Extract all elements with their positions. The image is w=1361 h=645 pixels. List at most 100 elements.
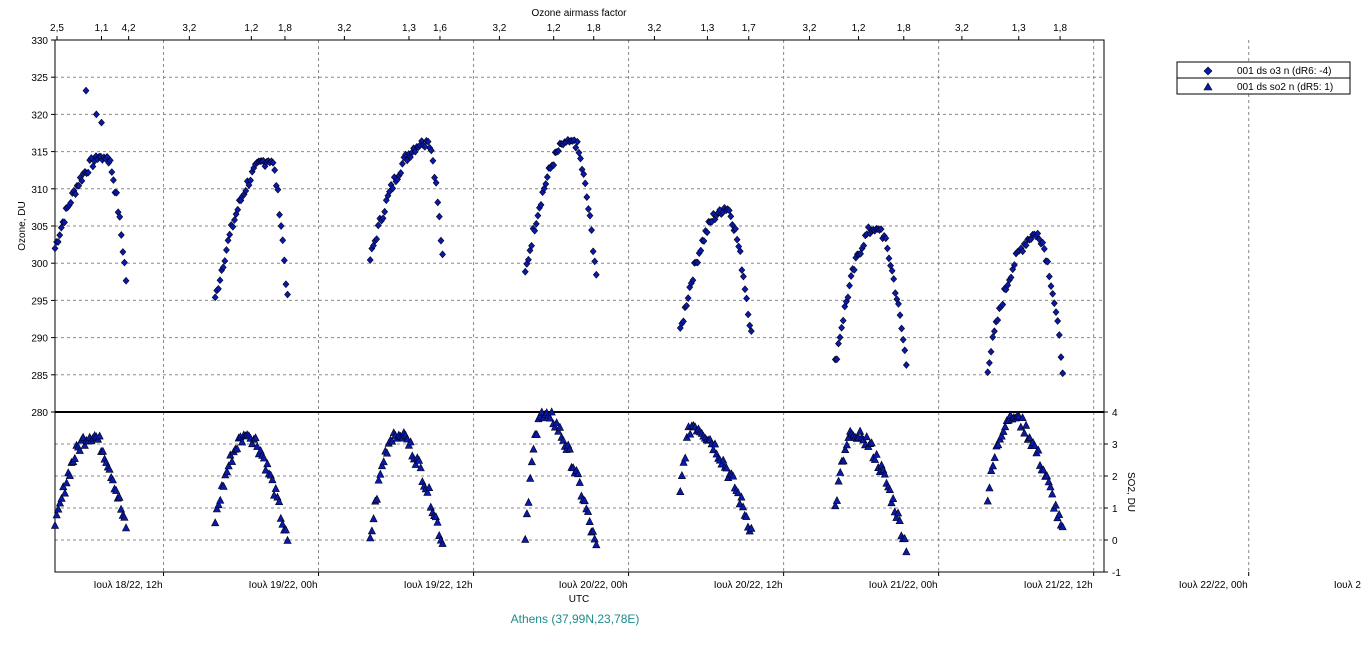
ozone-point bbox=[435, 212, 443, 221]
so2-point bbox=[121, 523, 131, 532]
so2-point bbox=[268, 475, 277, 484]
ozone-point bbox=[1034, 229, 1042, 238]
so2-axis-title: SO2, DU bbox=[1125, 472, 1136, 512]
so2-point bbox=[983, 496, 992, 505]
so2-point bbox=[855, 426, 865, 435]
ozone-point bbox=[860, 241, 868, 250]
so2-point bbox=[841, 445, 850, 454]
so2-point bbox=[585, 516, 594, 525]
so2-point bbox=[374, 475, 383, 484]
so2-point bbox=[1055, 509, 1064, 518]
ozone-point bbox=[1047, 282, 1055, 290]
ozone-point bbox=[591, 257, 599, 266]
top-tick-label: 1,2 bbox=[547, 23, 561, 34]
top-tick-label: 4,2 bbox=[122, 23, 136, 34]
so2-point bbox=[532, 429, 541, 438]
ozone-point bbox=[429, 156, 437, 165]
ozone-point bbox=[586, 211, 594, 220]
so2-point bbox=[1058, 522, 1067, 531]
so2-point bbox=[95, 431, 104, 440]
so2-point bbox=[259, 453, 269, 462]
legend-label-so2: 001 ds so2 n (dR5: 1) bbox=[1237, 82, 1333, 93]
so2-point bbox=[887, 498, 896, 507]
ozone-point bbox=[274, 185, 282, 194]
ozone-point bbox=[84, 168, 92, 177]
so2-point bbox=[997, 431, 1006, 440]
ozone-point bbox=[51, 244, 59, 253]
ozone-point bbox=[271, 166, 279, 174]
top-tick-label: 1,7 bbox=[742, 23, 756, 34]
so2-point bbox=[832, 495, 842, 504]
so2-point bbox=[253, 441, 262, 450]
ozone-point bbox=[57, 223, 65, 232]
so2-point bbox=[403, 434, 412, 443]
ozone-point bbox=[583, 193, 591, 201]
ozone-point bbox=[219, 263, 227, 272]
ozone-point bbox=[990, 327, 998, 336]
ozone-point bbox=[740, 272, 747, 281]
ozone-point bbox=[528, 241, 535, 250]
ozone-tick-label: 320 bbox=[31, 110, 48, 121]
ozone-point bbox=[67, 198, 75, 207]
so2-point bbox=[283, 535, 292, 544]
ozone-point bbox=[216, 276, 224, 285]
x-tick-label: Ιουλ 19/22, 12h bbox=[404, 580, 473, 591]
so2-point bbox=[115, 492, 124, 501]
so2-point bbox=[1048, 489, 1057, 498]
ozone-point bbox=[883, 244, 891, 253]
so2-point bbox=[75, 445, 84, 454]
ozone-tick-label: 295 bbox=[31, 296, 48, 307]
x-tick-label: Ιουλ 22/22, 00h bbox=[1179, 580, 1248, 591]
so2-point bbox=[987, 466, 996, 474]
x-axis-title: UTC bbox=[569, 594, 590, 605]
x-tick-label: Ιουλ 21/22, 12h bbox=[1024, 580, 1093, 591]
so2-point bbox=[902, 547, 911, 556]
ozone-point bbox=[573, 137, 581, 146]
ozone-point bbox=[54, 238, 62, 246]
ozone-point bbox=[215, 284, 222, 293]
ozone-point bbox=[113, 188, 120, 197]
so2-point bbox=[1046, 482, 1055, 491]
ozone-point bbox=[847, 272, 855, 280]
ozone-point bbox=[588, 226, 595, 234]
so2-point bbox=[78, 432, 88, 441]
so2-point bbox=[248, 439, 257, 448]
ozone-point bbox=[689, 276, 697, 285]
ozone-point bbox=[427, 146, 435, 155]
so2-point bbox=[214, 500, 223, 509]
so2-point bbox=[366, 533, 375, 542]
station-label: Athens (37,99N,23,78E) bbox=[511, 612, 640, 626]
so2-point bbox=[676, 486, 685, 495]
so2-point bbox=[281, 525, 290, 534]
x-tick-label: Ιουλ 21/22, 00h bbox=[869, 580, 938, 591]
so2-point bbox=[278, 519, 287, 528]
so2-point bbox=[717, 459, 726, 468]
so2-point bbox=[261, 465, 270, 474]
ozone-tick-label: 315 bbox=[31, 148, 48, 159]
so2-point bbox=[1039, 465, 1048, 474]
so2-point bbox=[1034, 445, 1043, 454]
so2-point bbox=[54, 504, 63, 513]
so2-point bbox=[722, 463, 731, 472]
so2-point bbox=[376, 469, 385, 478]
so2-point bbox=[554, 426, 563, 435]
ozone-point bbox=[1039, 238, 1047, 247]
ozone-point bbox=[1052, 308, 1060, 316]
ozone-point bbox=[411, 147, 419, 156]
so2-point bbox=[411, 459, 420, 468]
ozone-point bbox=[898, 324, 906, 333]
ozone-point bbox=[891, 289, 899, 297]
ozone-point bbox=[231, 216, 238, 224]
ozone-point bbox=[234, 205, 242, 214]
so2-point bbox=[372, 494, 382, 503]
top-tick-label: 1,2 bbox=[244, 23, 258, 34]
ozone-point bbox=[732, 224, 739, 233]
ozone-tick-label: 305 bbox=[31, 222, 48, 233]
ozone-point bbox=[882, 234, 890, 243]
so2-point bbox=[1020, 428, 1029, 437]
so2-point bbox=[238, 437, 247, 446]
ozone-point bbox=[229, 222, 237, 231]
so2-point bbox=[889, 493, 898, 502]
ozone-point bbox=[92, 110, 100, 119]
so2-point bbox=[555, 422, 565, 431]
